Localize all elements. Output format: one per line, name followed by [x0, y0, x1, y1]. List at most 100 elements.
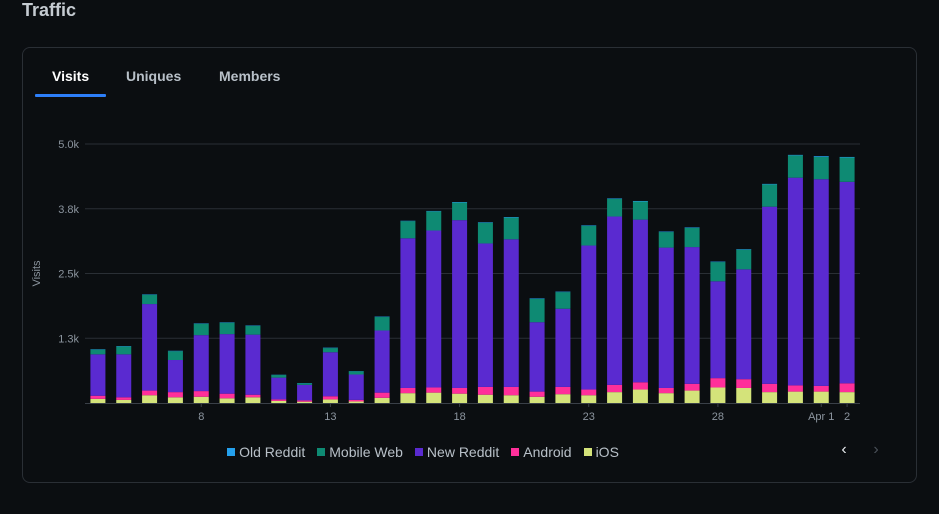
- bar-android: [813, 385, 829, 392]
- bar-ios: [787, 391, 803, 403]
- bar-android: [90, 395, 106, 399]
- bar-ios: [813, 391, 829, 403]
- bar-android: [710, 378, 726, 388]
- legend-item[interactable]: Old Reddit: [227, 444, 305, 460]
- bar-old-reddit: [736, 249, 752, 250]
- bar-new-reddit: [529, 322, 545, 392]
- legend-item[interactable]: iOS: [583, 444, 619, 460]
- bar-ios: [555, 394, 571, 403]
- bar-mobile-web: [787, 155, 803, 178]
- legend-swatch: [511, 448, 520, 456]
- bar-android: [116, 397, 132, 400]
- bar-android: [684, 383, 700, 391]
- bar-new-reddit: [684, 247, 700, 384]
- x-tick-label: 13: [324, 411, 336, 423]
- visits-chart: 1.3k 2.5k 3.8k 5.0k Visits 8 13 18 23 28 Apr 1 2: [31, 139, 860, 423]
- bar-old-reddit: [477, 222, 493, 223]
- bar-new-reddit: [607, 216, 623, 385]
- bar-android: [477, 386, 493, 395]
- bar-ios: [245, 397, 261, 403]
- bar-ios: [452, 393, 468, 403]
- legend-item[interactable]: New Reddit: [414, 444, 499, 460]
- legend-label: iOS: [595, 444, 619, 460]
- tab-members[interactable]: Members: [219, 68, 281, 84]
- bar-android: [632, 382, 648, 390]
- bar-android: [529, 391, 545, 397]
- bar-ios: [607, 392, 623, 403]
- bar-mobile-web: [142, 294, 158, 305]
- x-tick-label: 23: [583, 411, 595, 423]
- bar-new-reddit: [813, 179, 829, 386]
- bar-ios: [322, 399, 338, 403]
- bar-new-reddit: [426, 230, 442, 388]
- bar-android: [762, 383, 778, 393]
- bar-old-reddit: [813, 156, 829, 157]
- bar-mobile-web: [813, 156, 829, 180]
- bar-ios: [400, 393, 416, 403]
- bar-new-reddit: [503, 239, 519, 387]
- bar-mobile-web: [736, 249, 752, 270]
- x-tick-label: 18: [453, 411, 465, 423]
- chart-legend: Old Reddit Mobile Web New Reddit Android iOS: [23, 444, 823, 460]
- bar-mobile-web: [426, 211, 442, 231]
- legend-label: Android: [523, 444, 572, 460]
- bar-ios: [219, 398, 235, 403]
- bar-new-reddit: [322, 352, 338, 397]
- page-title: Traffic: [22, 0, 77, 20]
- tab-uniques[interactable]: Uniques: [126, 68, 182, 84]
- bar-android: [658, 387, 674, 394]
- x-tick-label: 28: [712, 411, 724, 423]
- bar-mobile-web: [297, 383, 313, 385]
- bar-ios: [529, 396, 545, 403]
- bar-mobile-web: [658, 232, 674, 248]
- bar-mobile-web: [348, 371, 364, 375]
- legend-item[interactable]: Android: [511, 444, 572, 460]
- bar-android: [297, 400, 313, 402]
- bar-android: [555, 386, 571, 395]
- bar-new-reddit: [555, 308, 571, 387]
- legend-swatch: [317, 448, 326, 456]
- legend-item[interactable]: Mobile Web: [317, 444, 403, 460]
- bar-mobile-web: [581, 225, 597, 246]
- bar-ios: [503, 395, 519, 403]
- bar-new-reddit: [710, 281, 726, 379]
- bar-new-reddit: [581, 245, 597, 390]
- bar-ios: [658, 393, 674, 403]
- bar-android: [193, 391, 209, 397]
- bar-old-reddit: [555, 291, 571, 293]
- bar-old-reddit: [787, 154, 803, 156]
- traffic-card: Visits Uniques Members 1.3k 2.5k 3.8k 5.0k V…: [22, 47, 917, 483]
- next-page-button[interactable]: ›: [873, 441, 879, 458]
- bar-old-reddit: [452, 202, 468, 203]
- bar-new-reddit: [787, 177, 803, 386]
- bar-new-reddit: [219, 334, 235, 394]
- bar-new-reddit: [839, 181, 855, 384]
- bar-android: [503, 386, 519, 396]
- bar-mobile-web: [322, 348, 338, 353]
- bar-mobile-web: [90, 349, 106, 355]
- bar-android: [581, 389, 597, 396]
- bar-mobile-web: [245, 325, 261, 335]
- legend-label: Old Reddit: [239, 444, 306, 460]
- bar-new-reddit: [271, 377, 287, 400]
- bar-new-reddit: [400, 238, 416, 388]
- bar-mobile-web: [632, 201, 648, 220]
- bar-mobile-web: [607, 198, 623, 217]
- bar-new-reddit: [452, 220, 468, 388]
- bar-old-reddit: [581, 225, 597, 226]
- tab-visits[interactable]: Visits: [52, 68, 90, 84]
- bar-mobile-web: [219, 322, 235, 335]
- bar-new-reddit: [193, 335, 209, 392]
- bar-android: [271, 399, 287, 401]
- bar-new-reddit: [348, 374, 364, 400]
- bar-android: [245, 394, 261, 398]
- legend-label: Mobile Web: [329, 444, 403, 460]
- bar-android: [167, 392, 183, 398]
- bar-android: [348, 399, 364, 402]
- bar-new-reddit: [477, 243, 493, 387]
- prev-page-button[interactable]: ‹: [841, 441, 847, 458]
- x-tick-label: 8: [198, 411, 204, 423]
- bar-ios: [271, 400, 287, 403]
- bar-android: [322, 396, 338, 400]
- bar-mobile-web: [193, 323, 209, 336]
